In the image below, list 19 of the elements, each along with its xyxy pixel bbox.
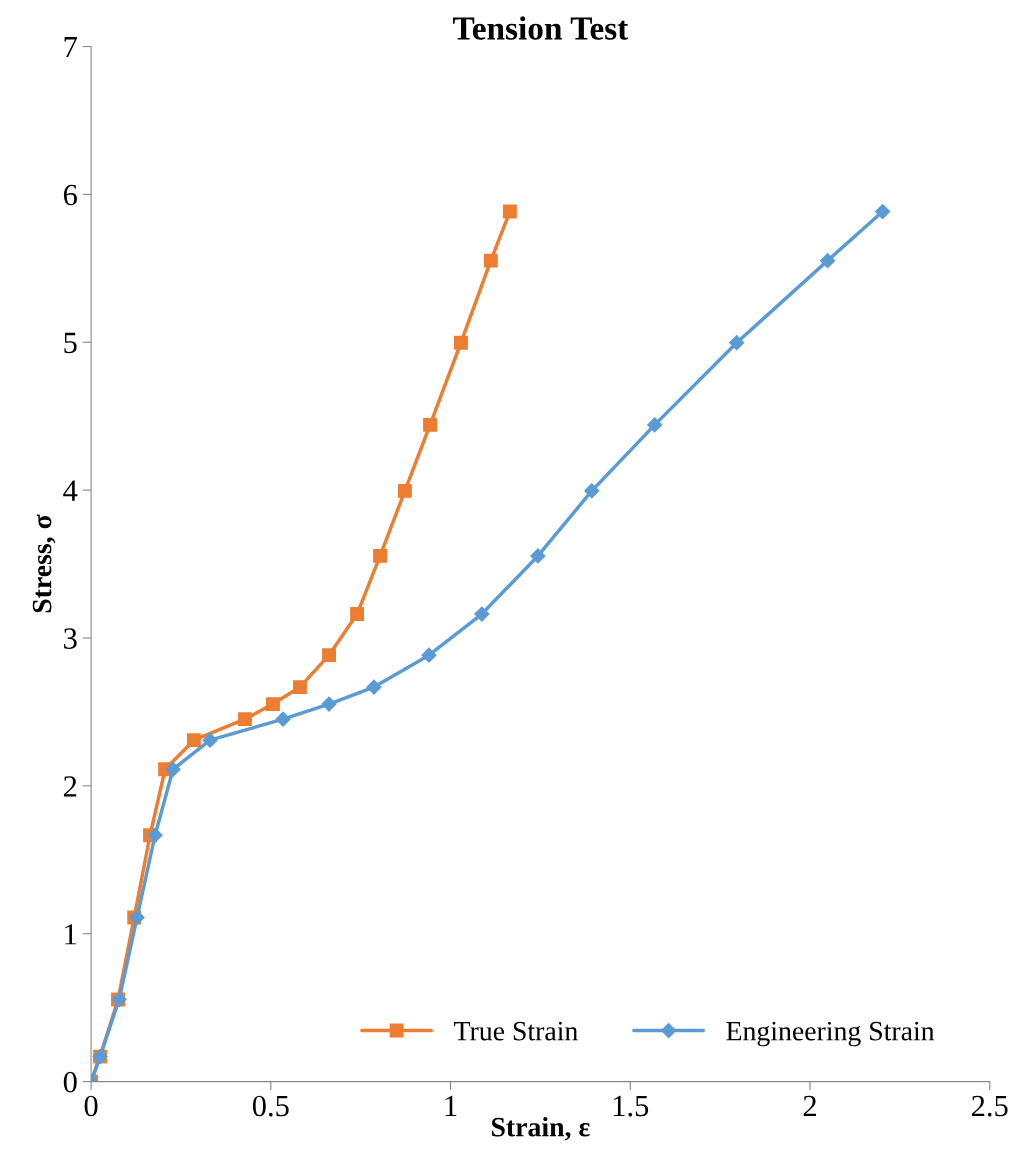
x-tick-label: 2 (803, 1095, 816, 1116)
x-tick-label: 0.5 (252, 1095, 289, 1117)
x-tick-label: 1 (445, 1095, 457, 1116)
y-tick-label: 6 (63, 184, 77, 206)
y-tick-label: 4 (63, 480, 78, 501)
x-tick-label: 0 (84, 1095, 98, 1117)
y-tick-label: 5 (64, 332, 77, 354)
chart-title: Tension Test (453, 16, 629, 40)
x-axis-title: Strain, ε (491, 1116, 590, 1141)
x-tick-label: 2.5 (971, 1095, 1008, 1117)
y-tick-label: 7 (64, 37, 78, 58)
legend-label: True Strain (454, 1021, 578, 1041)
y-axis-title: Stress, σ (32, 514, 56, 613)
y-tick-label: 1 (65, 924, 77, 945)
y-tick-label: 0 (63, 1071, 77, 1093)
legend-label: Engineering Strain (726, 1021, 935, 1047)
x-tick-label: 1.5 (613, 1095, 649, 1117)
y-tick-label: 3 (64, 628, 77, 649)
y-tick-label: 2 (63, 776, 77, 797)
